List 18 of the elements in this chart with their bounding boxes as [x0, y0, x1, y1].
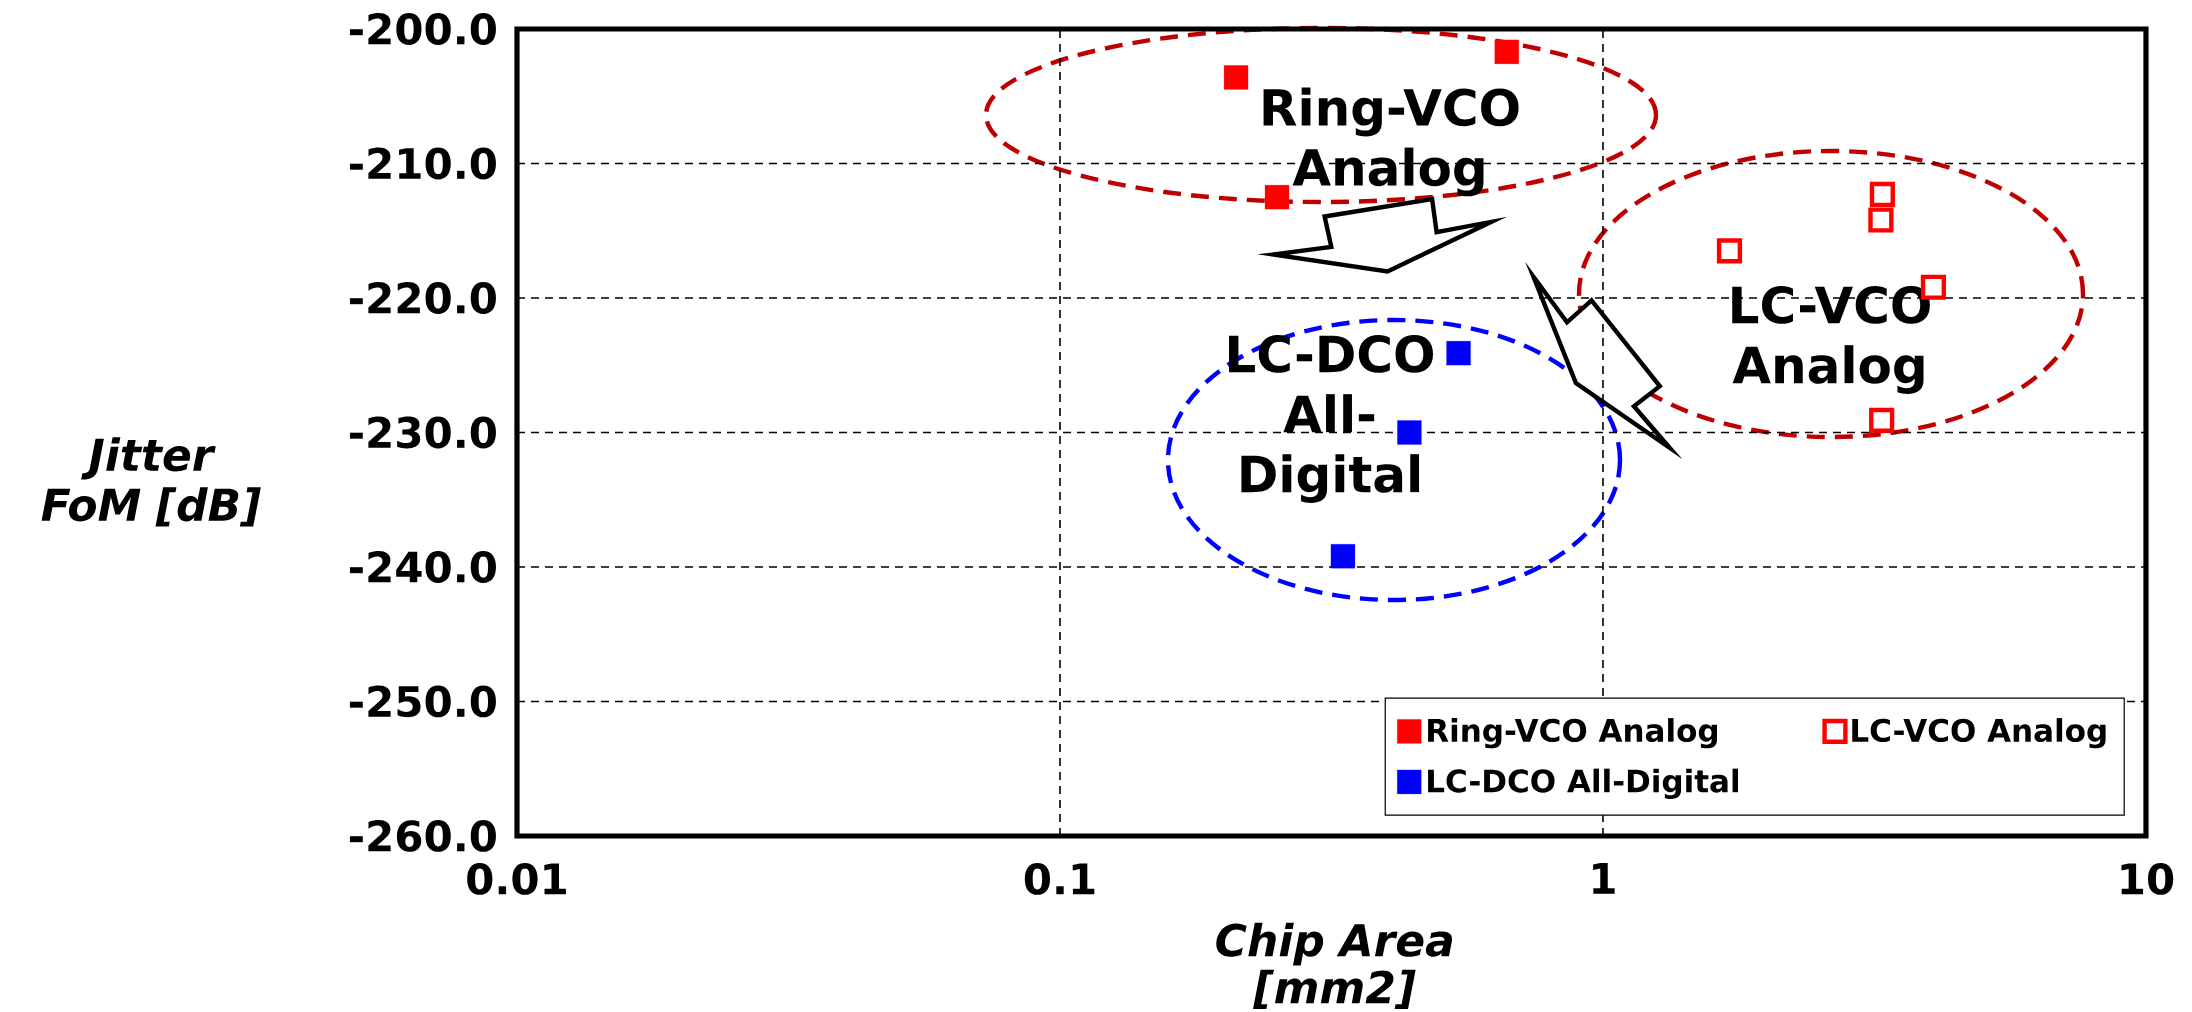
x-tick-label: 0.1: [1024, 863, 1095, 895]
legend-label: Ring-VCO Analog: [1428, 718, 1717, 749]
y-tick-label: -230.0: [349, 416, 496, 449]
y-tick-label: -260.0: [349, 820, 496, 852]
annotation: Ring-VCO Analog: [1263, 87, 1519, 197]
y-tick-label: -220.0: [349, 282, 496, 314]
y-axis-title: Jitter FoM [dB]: [41, 437, 261, 527]
legend-label: LC-DCO All-Digital: [1428, 768, 1739, 799]
x-tick-label: 0.01: [467, 863, 566, 895]
x-tick-label: 10: [2121, 863, 2174, 895]
legend-label: LC-VCO Analog: [1852, 718, 2106, 749]
x-axis-title: Chip Area [mm2]: [1216, 922, 1452, 1010]
annotation: LC-VCO Analog: [1732, 286, 1930, 394]
y-tick-label: -200.0: [349, 13, 496, 45]
x-tick-label: 1: [1593, 863, 1615, 894]
y-tick-label: -240.0: [349, 551, 496, 583]
y-tick-label: -210.0: [349, 147, 496, 180]
y-tick-label: -250.0: [349, 685, 496, 718]
